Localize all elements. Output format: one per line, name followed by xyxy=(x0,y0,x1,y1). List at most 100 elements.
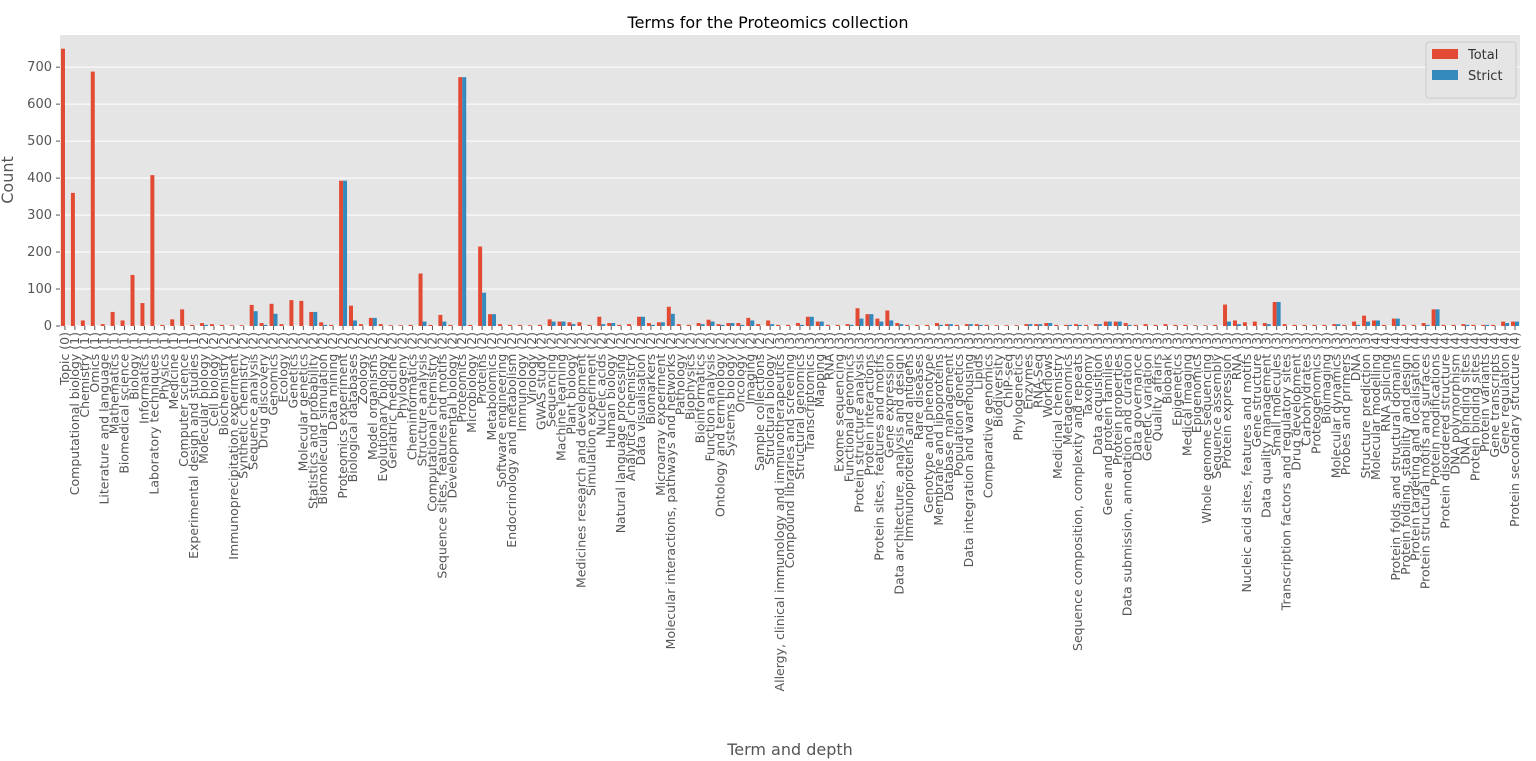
x-tick-label: Protein properties (3) xyxy=(1110,332,1125,465)
x-tick-label: Medicinal chemistry (3) xyxy=(1050,332,1065,479)
x-tick-label: Lipids (3) xyxy=(971,332,986,390)
bar xyxy=(339,180,344,326)
x-tick-label: Ontology and terminology (2) xyxy=(712,332,727,517)
bar xyxy=(766,320,771,326)
bar xyxy=(1312,324,1317,326)
bar xyxy=(571,324,576,326)
bar xyxy=(561,321,566,326)
bar xyxy=(299,300,304,326)
bar xyxy=(239,325,244,326)
x-tick-label: Ecology (2) xyxy=(275,332,290,403)
bar xyxy=(1024,324,1029,326)
bar xyxy=(1366,321,1371,326)
x-tick-label: Biodiversity (3) xyxy=(991,332,1006,427)
x-tick-label: Transcriptomics (3) xyxy=(802,332,817,453)
x-tick-label: Chemistry (1) xyxy=(77,332,92,418)
bar xyxy=(1097,324,1102,326)
x-tick-label: Pathology (2) xyxy=(673,332,688,415)
bar xyxy=(1342,324,1347,326)
bar xyxy=(358,324,363,326)
bar xyxy=(498,324,502,326)
bar xyxy=(1491,324,1496,326)
x-tick-label: Microarray experiment (2) xyxy=(653,332,668,496)
x-tick-label: Protein binding sites (4) xyxy=(1467,332,1482,481)
bar xyxy=(825,324,830,326)
bar xyxy=(1471,324,1476,326)
bar xyxy=(418,273,423,326)
x-tick-label: Zoology (2) xyxy=(355,332,370,404)
x-tick-label: Genetics (2) xyxy=(285,332,300,408)
bar xyxy=(130,274,135,326)
bar xyxy=(994,325,999,326)
x-tick-label: Developmental biology (2) xyxy=(444,332,459,498)
bar xyxy=(110,311,115,326)
bar xyxy=(458,77,463,326)
bar xyxy=(70,192,75,326)
bar xyxy=(1481,324,1486,326)
bar xyxy=(1411,324,1416,326)
bar xyxy=(696,323,701,326)
bar xyxy=(607,323,612,326)
bar xyxy=(1322,324,1327,326)
x-tick-label: Topic (0) xyxy=(57,332,72,386)
bar xyxy=(1272,301,1277,326)
x-tick-label: Structural genomics (3) xyxy=(792,332,807,480)
x-tick-label: Oncology (2) xyxy=(732,332,747,412)
x-tick-label: Computational chemistry (2) xyxy=(424,332,439,512)
bar xyxy=(1123,323,1128,326)
bar xyxy=(368,317,373,326)
bar xyxy=(398,325,403,326)
bar xyxy=(968,324,973,326)
bar xyxy=(819,321,824,326)
x-tick-label: Omics (1) xyxy=(87,332,102,393)
bar xyxy=(736,323,741,326)
bar xyxy=(809,316,814,326)
x-tick-label: Proteomics experiment (2) xyxy=(335,332,350,499)
x-tick-label: Protein sites, features and motifs (3) xyxy=(871,332,886,561)
bar xyxy=(1276,301,1281,326)
bar xyxy=(656,322,661,326)
bar xyxy=(895,323,900,326)
x-tick-label: Medicines research and development (2) xyxy=(573,332,588,588)
bar xyxy=(676,324,681,326)
x-tick-label: Sequence composition, complexity and rep… xyxy=(1070,332,1085,651)
bar xyxy=(978,324,983,326)
x-tick-label: Molecular dynamics (3) xyxy=(1328,332,1343,478)
bar xyxy=(925,324,930,326)
bar xyxy=(964,324,969,326)
x-tick-label: Data submission, annotation and curation… xyxy=(1120,332,1135,616)
x-tick-label: Medicine (1) xyxy=(166,332,181,410)
bar xyxy=(1356,324,1361,326)
x-tick-label: Virology (2) xyxy=(524,332,539,404)
x-tick-label: DNA polymorphism (4) xyxy=(1447,332,1462,475)
bar xyxy=(1515,321,1520,326)
x-tick-label: Probes and primers (3) xyxy=(1338,332,1353,475)
x-tick-label: Physics (1) xyxy=(156,332,171,400)
bar xyxy=(1014,325,1019,326)
y-tick-label: 200 xyxy=(27,245,52,260)
bar xyxy=(1173,324,1178,326)
bar xyxy=(448,324,453,326)
x-tick-label: Immunoproteins and antigens (3) xyxy=(901,332,916,542)
bar xyxy=(551,321,556,326)
x-tick-label: Microbiology (2) xyxy=(464,332,479,433)
bar xyxy=(517,324,522,326)
bar xyxy=(1381,324,1386,326)
x-tick-label: Biomarkers (2) xyxy=(643,332,658,425)
bar xyxy=(1391,318,1396,326)
x-tick-label: Functional genomics (3) xyxy=(842,332,857,482)
bar xyxy=(637,316,642,326)
y-axis-label: Count xyxy=(0,156,17,204)
x-tick-label: Model organisms (2) xyxy=(365,332,380,460)
bar xyxy=(319,322,324,326)
bar xyxy=(60,48,65,327)
bar xyxy=(1266,324,1271,326)
bar xyxy=(209,324,214,326)
x-tick-label: Data mining (2) xyxy=(325,332,340,430)
x-tick-label: Phylogeny (2) xyxy=(395,332,410,419)
y-tick-label: 100 xyxy=(27,282,52,297)
bar xyxy=(776,324,781,326)
x-tick-label: DNA (3) xyxy=(1348,332,1363,381)
bar xyxy=(915,324,920,326)
